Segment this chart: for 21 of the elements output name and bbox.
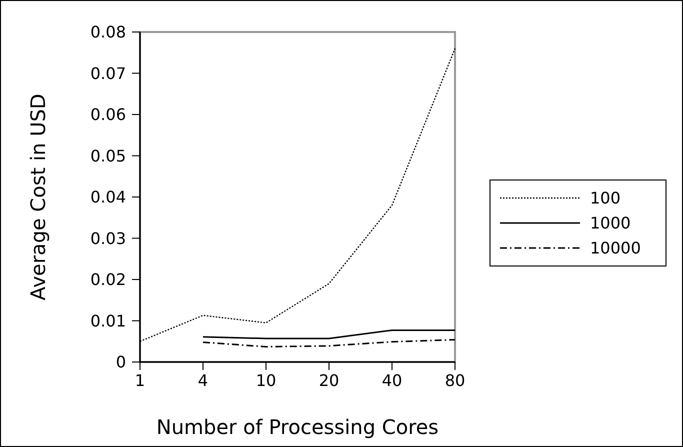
x-axis-title: Number of Processing Cores bbox=[156, 415, 439, 439]
legend-label: 10000 bbox=[590, 238, 641, 258]
y-tick-label: 0.06 bbox=[90, 105, 126, 124]
y-tick-label: 0 bbox=[116, 352, 126, 372]
y-tick-label: 0.03 bbox=[90, 228, 126, 248]
x-tick-label: 1 bbox=[134, 371, 146, 390]
y-tick-label: 0.01 bbox=[90, 311, 126, 330]
line-series bbox=[202, 338, 456, 348]
x-tick-label: 80 bbox=[444, 371, 466, 390]
y-tick-label: 0.05 bbox=[90, 146, 126, 166]
x-tick-label: 20 bbox=[318, 371, 340, 390]
y-tick-label: 0.02 bbox=[90, 270, 126, 290]
y-tick-label: 0.04 bbox=[90, 188, 126, 207]
y-tick-label: 0.08 bbox=[90, 22, 126, 42]
legend-label: 1000 bbox=[590, 214, 631, 233]
x-tick-label: 4 bbox=[198, 371, 208, 390]
legend-label: 100 bbox=[590, 188, 621, 208]
x-tick-label: 40 bbox=[382, 371, 402, 390]
y-axis-title: Average Cost in USD bbox=[26, 94, 50, 300]
x-tick-label: 10 bbox=[256, 371, 276, 390]
y-tick-label: 0.07 bbox=[90, 64, 126, 83]
